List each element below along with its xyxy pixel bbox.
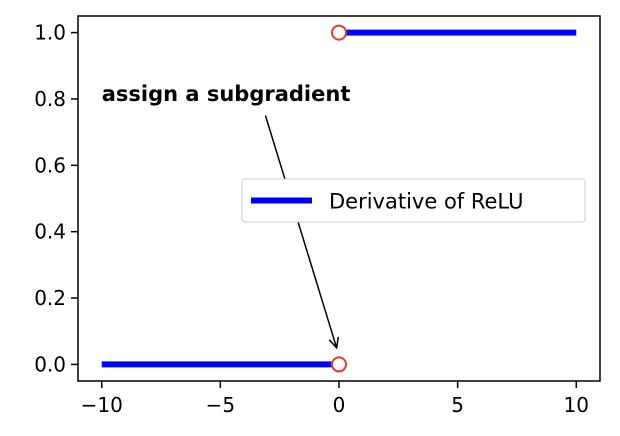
y-tick-label-2: 0.4	[34, 220, 66, 244]
legend: Derivative of ReLU	[241, 178, 586, 223]
x-tick-label-2: 0	[333, 393, 346, 417]
x-tick-label-1: −5	[206, 393, 235, 417]
annotation-text: assign a subgradient	[102, 82, 351, 106]
annotation-arrow	[264, 115, 338, 349]
annotation-arrowhead	[328, 336, 340, 350]
y-tick-label-5: 1.0	[34, 21, 66, 45]
x-tick-label-0: −10	[81, 393, 123, 417]
series-layer	[101, 29, 577, 368]
open-marker-1	[331, 24, 347, 41]
y-tick-label-1: 0.2	[34, 286, 66, 310]
y-tick-label-0: 0.0	[34, 352, 66, 376]
x-tick-label-4: 10	[564, 393, 589, 417]
y-tick-label-4: 0.8	[34, 87, 66, 111]
y-tick-label-3: 0.6	[34, 153, 66, 177]
open-marker-0	[331, 356, 347, 373]
x-axis: −10 −5 0 5 10	[81, 381, 589, 417]
y-axis: 0.0 0.2 0.4 0.6 0.8 1.0	[34, 21, 78, 376]
annotation-layer: assign a subgradient	[102, 82, 351, 350]
legend-label: Derivative of ReLU	[329, 190, 523, 214]
x-tick-label-3: 5	[451, 393, 464, 417]
marker-layer	[331, 24, 347, 373]
legend-box	[241, 178, 586, 223]
